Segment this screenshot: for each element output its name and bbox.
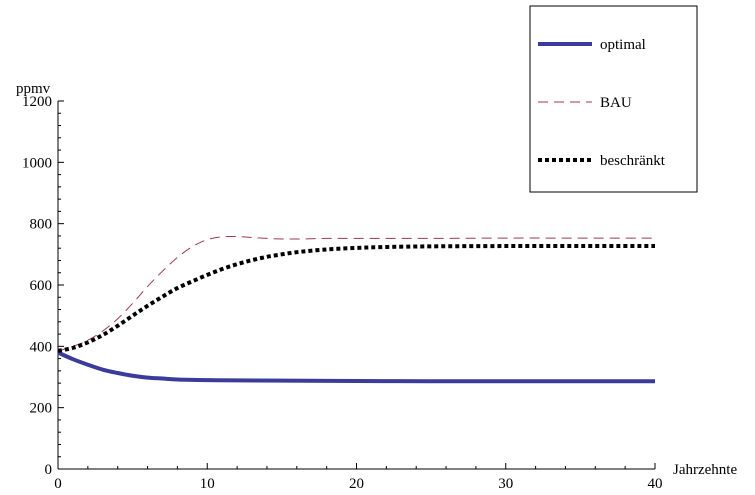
series-layer [57, 235, 655, 384]
x-tick-label: 40 [648, 476, 663, 492]
series-line-1 [57, 235, 655, 352]
x-tick-label: 0 [54, 476, 62, 492]
x-tick-label: 10 [200, 476, 215, 492]
y-tick-label: 0 [45, 462, 53, 478]
y-tick-label: 400 [30, 339, 53, 355]
y-tick-label: 1200 [22, 94, 52, 110]
series-line-2 [57, 244, 655, 353]
legend-label-2: beschränkt [600, 153, 666, 169]
y-tick-label: 600 [30, 278, 53, 294]
y-tick-label: 200 [30, 401, 53, 417]
x-axis-label: Jahrzehnte [673, 462, 737, 478]
y-tick-label: 800 [30, 217, 53, 233]
legend-box [529, 5, 698, 193]
series-line-0 [57, 350, 655, 384]
legend-label-0: optimal [600, 37, 646, 53]
y-tick-label: 1000 [22, 155, 52, 171]
x-tick-label: 20 [349, 476, 364, 492]
x-tick-label: 30 [498, 476, 513, 492]
legend: optimal BAU beschränkt [529, 5, 698, 193]
axes: 0 200 400 600 800 1000 1200 0 10 20 30 40 ppmv Jahrze… [16, 81, 737, 492]
legend-label-1: BAU [600, 95, 632, 111]
y-axis-label: ppmv [16, 81, 51, 97]
